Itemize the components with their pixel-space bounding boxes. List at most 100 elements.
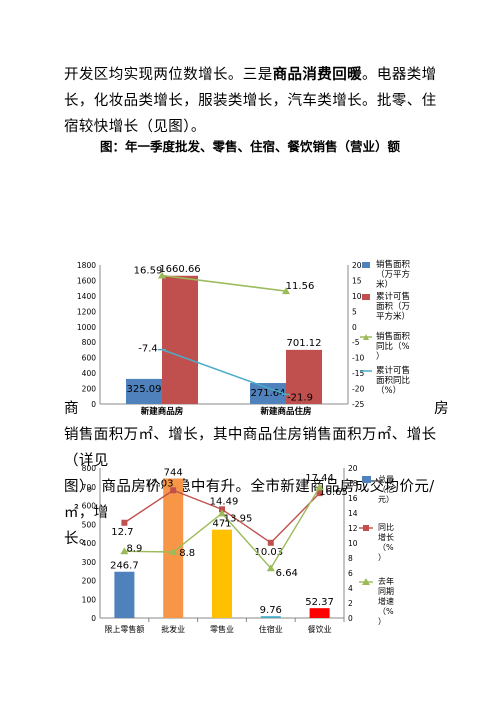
y2-tick-label: 4: [348, 584, 353, 593]
bar-data-label: 1660.66: [159, 264, 200, 275]
line-data-label: 8.9: [126, 543, 142, 554]
y2-tick-label: 10: [352, 292, 362, 301]
bar-data-label: 325.09: [127, 384, 162, 395]
y2-tick-label: 20: [352, 261, 362, 270]
y-tick-label: 600: [82, 502, 97, 511]
para2-line1-right: 房: [434, 401, 449, 417]
y2-tick-label: 18: [348, 479, 358, 488]
bar-sales-area: [250, 383, 286, 404]
legend-marker: [362, 578, 370, 585]
paragraph-real-estate: 商 房 销售面积万㎡、增长，其中商品住房销售面积万㎡、增长（详见 图）。商品房价…: [64, 396, 449, 552]
y2-tick-label: 10: [348, 539, 358, 548]
bar-total: [212, 529, 232, 618]
para1-text-a: 开发区均实现两位数增长。三是: [64, 67, 273, 83]
figure-caption: 图：年一季度批发、零售、住宿、餐饮销售（营业）额: [99, 139, 400, 154]
line-marker: [218, 509, 226, 517]
line-data-label: 10.03: [254, 547, 283, 558]
category-label: 住宿业: [259, 624, 283, 634]
y-tick-label: 400: [82, 539, 97, 548]
legend-label: 累计可售面积（万平方米）: [376, 291, 410, 322]
bar-data-label: 701.12: [287, 338, 322, 349]
category-label: 限上零售额: [104, 624, 144, 634]
y-tick-label: 100: [82, 595, 97, 604]
line-marker: [315, 483, 324, 491]
para1-bold-text: 商品消费回暖: [272, 66, 363, 83]
y2-tick-label: 0: [348, 614, 353, 623]
line-marker: [169, 548, 178, 555]
y2-tick-label: -5: [352, 338, 360, 347]
line-marker: [316, 490, 323, 497]
bar-total: [114, 571, 135, 618]
legend-label: 销售面积（万平方米）: [376, 259, 411, 290]
y-tick-label: 0: [91, 614, 96, 623]
line-data-label: 13.95: [224, 513, 253, 524]
y-tick-label: 0: [91, 400, 96, 409]
line-marker: [170, 487, 177, 494]
line-data-label: 16.65: [319, 487, 348, 498]
y-tick-label: 1200: [77, 307, 96, 316]
y-tick-label: 1600: [77, 276, 96, 285]
line-data-label: 14.49: [210, 496, 239, 507]
y2-tick-label: -20: [352, 385, 364, 394]
bar-data-label: 246.7: [110, 561, 139, 572]
y2-tick-label: -25: [352, 400, 364, 409]
y-tick-label: 1000: [77, 323, 96, 332]
line-data-label: -7.4: [138, 344, 158, 355]
para2-line3: 图）。商品房价格稳中有升。全市新建商品房成交均价元/㎡，增: [64, 479, 435, 521]
legend-marker: [363, 334, 369, 340]
line-marker: [158, 271, 166, 279]
legend-swatch: [362, 476, 371, 483]
line-data-label: 6.64: [276, 568, 298, 579]
y2-tick-label: 6: [348, 569, 353, 578]
bar-sales-area: [126, 378, 162, 404]
bar-data-label: 471: [212, 519, 231, 530]
y2-tick-label: 5: [352, 307, 357, 316]
y-tick-label: 200: [82, 385, 97, 394]
y-tick-label: 500: [82, 520, 97, 529]
line-data-label: 12.7: [111, 527, 133, 538]
bar-available-area: [286, 349, 322, 404]
para2-line1-left: 商: [64, 401, 79, 417]
legend-label: 同比增长（%）: [378, 522, 394, 562]
y-tick-label: 800: [82, 464, 97, 473]
y-tick-label: 800: [82, 338, 97, 347]
y2-tick-label: 16: [348, 494, 358, 503]
line-data-label: 17.03: [145, 478, 174, 489]
legend-marker: [363, 525, 369, 531]
y-tick-label: 1800: [77, 261, 96, 270]
y2-tick-label: 0: [352, 323, 357, 332]
y-tick-label: 200: [82, 577, 97, 586]
y-tick-label: 700: [82, 483, 97, 492]
legend-label: 去年同期增速（%）: [378, 576, 394, 626]
category-label: 批发业: [161, 624, 185, 634]
bar-total: [309, 608, 330, 618]
y-tick-label: 1400: [77, 292, 96, 301]
line-sales-yoy: [161, 274, 287, 292]
paragraph-consumption: 开发区均实现两位数增长。三是商品消费回暖。电器类增长，化妆品类增长，服装类增长，…: [64, 62, 444, 140]
y2-tick-label: 2: [348, 599, 353, 608]
line-data-label: 11.56: [286, 281, 315, 292]
line-marker: [267, 539, 274, 546]
bar-available-area: [162, 275, 198, 404]
y-tick-label: 300: [82, 558, 97, 567]
line-data-label: 8.8: [179, 548, 195, 559]
para2-line2: 销售面积万㎡、增长，其中商品住房销售面积万㎡、增长（详见: [64, 427, 437, 469]
category-label: 零售业: [210, 624, 234, 634]
retail-chart: 0 100 200 300 400 500 600 700 800 0 2 4 6 8 10 12 14 16 18…: [82, 464, 394, 634]
legend-label: 销售面积同比（%）: [376, 331, 411, 362]
y2-tick-label: 14: [348, 509, 358, 518]
y2-tick-label: 15: [352, 276, 362, 285]
para1-text-b: 。电器类增长，化妆品类增长，服装类增长，汽车类增长。批零、住宿较快增长（见图）。: [64, 67, 437, 135]
line-marker: [120, 547, 129, 555]
bar-data-label: 271.64: [251, 388, 286, 399]
line-data-label: 17.44: [305, 473, 334, 484]
y-tick-label: 600: [82, 354, 97, 363]
legend-swatch: [362, 294, 370, 300]
line-available-yoy: [161, 348, 287, 396]
bar-data-label: 52.37: [305, 597, 334, 608]
y2-tick-label: 12: [348, 524, 358, 533]
bar-data-label: 744: [164, 468, 183, 479]
bar-data-label: 9.76: [260, 605, 282, 616]
category-label: 新建商品房: [141, 406, 184, 415]
line-data-label: -21.9: [287, 392, 313, 403]
